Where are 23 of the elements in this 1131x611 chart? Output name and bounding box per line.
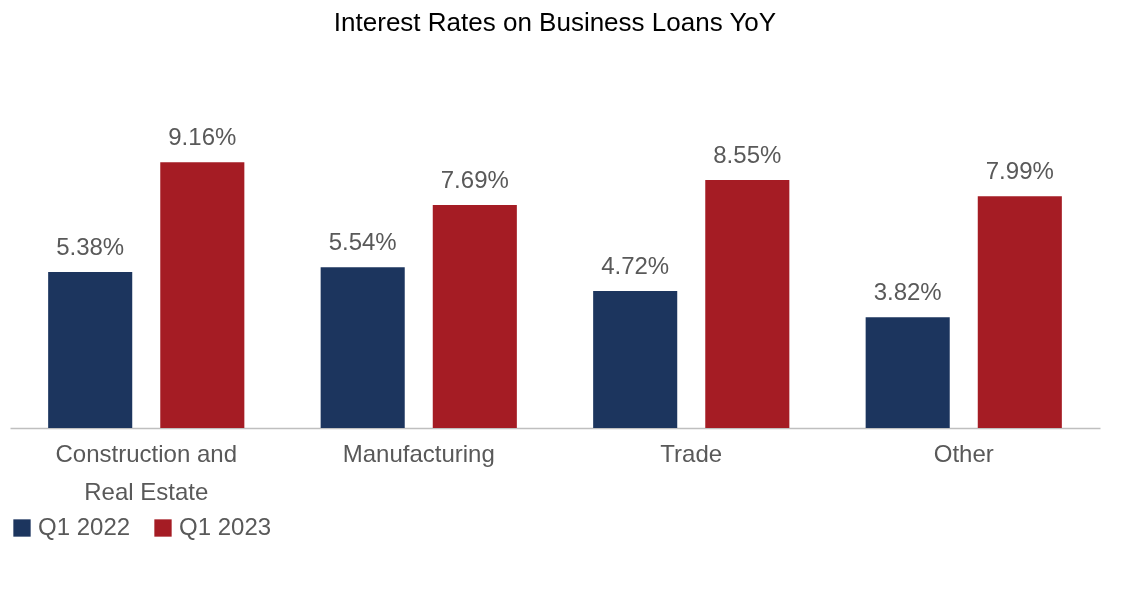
- bar: [320, 267, 405, 428]
- x-tick-label: Construction and Real Estate: [55, 439, 237, 505]
- bar: [48, 271, 133, 428]
- data-label: 5.38%: [56, 232, 125, 260]
- legend-label: Q1 2022: [38, 513, 131, 540]
- bar: [705, 180, 790, 428]
- bar: [432, 204, 517, 428]
- bar: [160, 162, 245, 428]
- data-label: 4.72%: [601, 252, 670, 280]
- legend-label: Q1 2023: [179, 513, 272, 540]
- data-label: 5.54%: [328, 228, 397, 256]
- bar: [593, 291, 678, 428]
- data-label: 7.99%: [985, 157, 1054, 185]
- x-tick-label: Trade: [660, 439, 723, 467]
- x-tick-label: Other: [933, 439, 994, 467]
- data-label: 3.82%: [873, 278, 942, 306]
- x-tick-label: Manufacturing: [342, 439, 495, 467]
- bar: [977, 196, 1062, 428]
- data-label: 7.69%: [440, 165, 509, 193]
- bar: [865, 317, 950, 428]
- chart-title: Interest Rates on Business Loans YoY: [333, 7, 777, 38]
- data-label: 9.16%: [168, 123, 237, 151]
- data-label: 8.55%: [713, 141, 782, 169]
